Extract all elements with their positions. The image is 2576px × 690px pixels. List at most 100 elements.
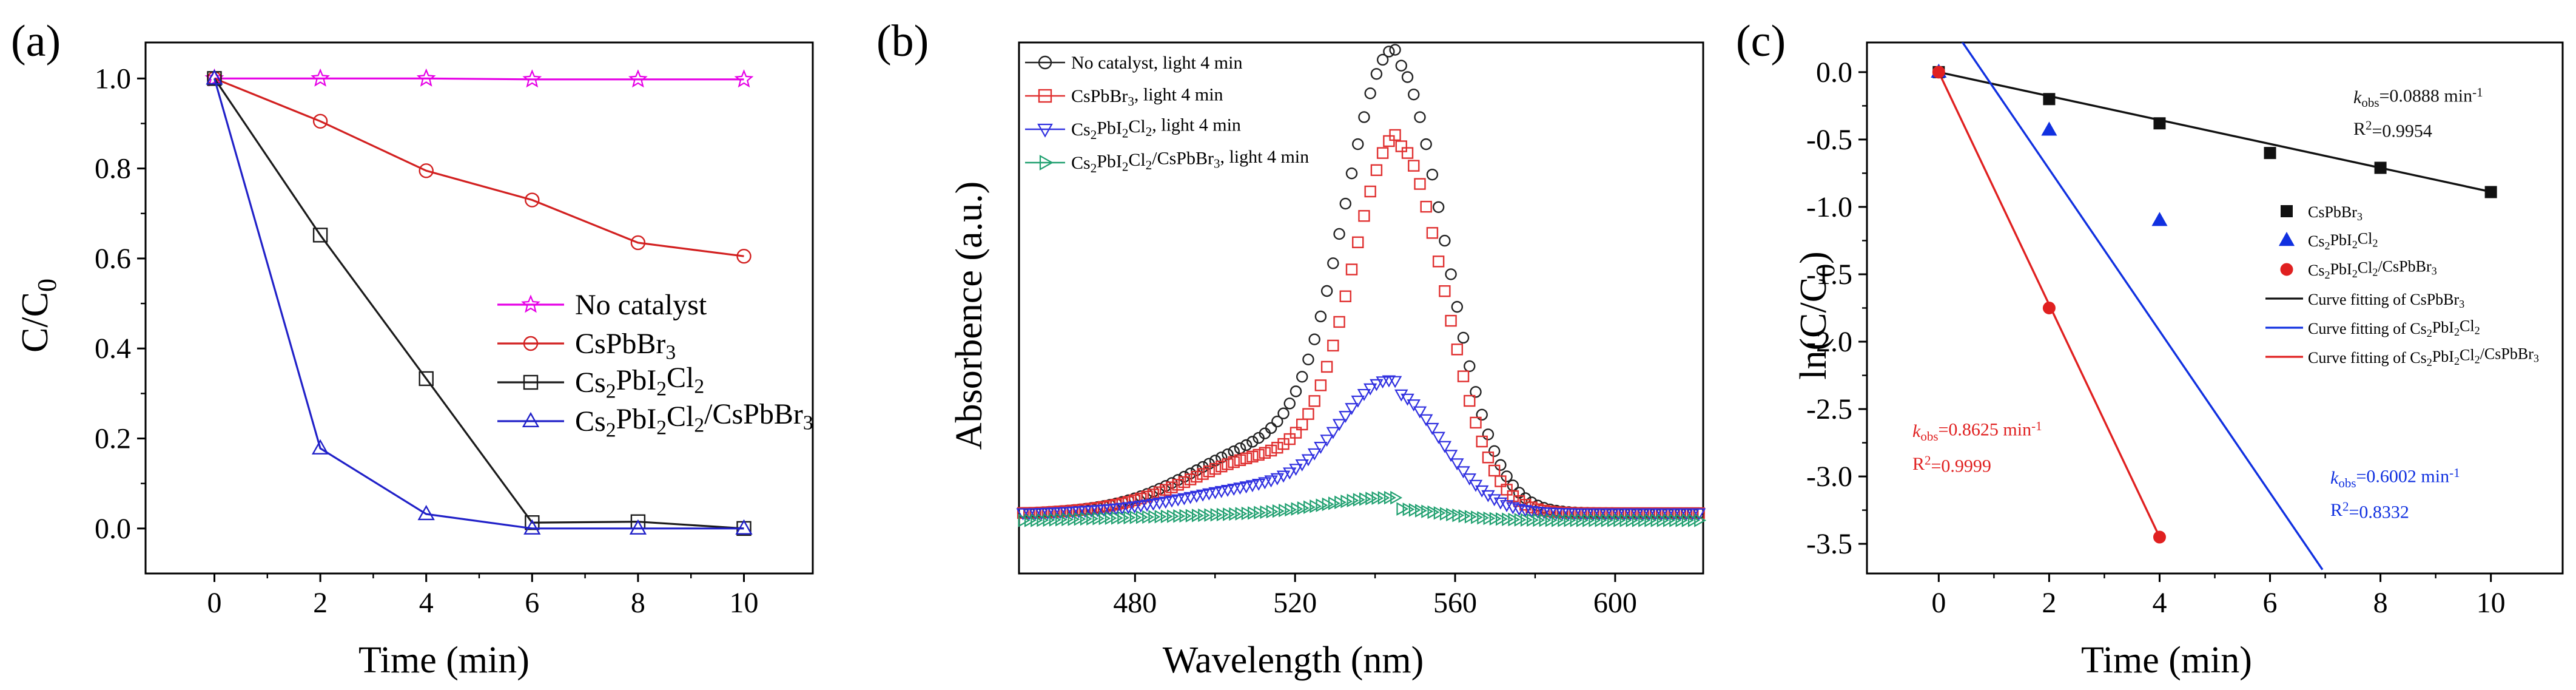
- panel-c: (c) ln(C/C0) Time (min) 0 2 4 6 8 10 0.0 -0.5 -1…: [1736, 16, 2564, 681]
- panel-b-data-point: [1370, 164, 1383, 177]
- panel-b-data-point: [1265, 422, 1277, 435]
- panel-a-y-tick-label: 0.0: [95, 513, 131, 545]
- panel-b-data-point: [1198, 508, 1211, 523]
- panel-b-data-point: [1105, 511, 1117, 526]
- panel-b-data-point: [1425, 422, 1439, 435]
- panel-b-data-point: [1445, 314, 1457, 327]
- panel-b-data-point: [1545, 513, 1558, 527]
- panel-b-plot-frame: [1018, 41, 1704, 575]
- panel-b-data-point: [1165, 495, 1179, 508]
- panel-a-data-point: [311, 439, 329, 455]
- panel-b-data-point: [1340, 494, 1353, 509]
- panel-c-r2-annotation: R2=0.9954: [2353, 118, 2432, 141]
- panel-a-data-point: [736, 249, 752, 264]
- panel-a-series-line: [214, 77, 744, 81]
- panel-b-data-point: [1476, 435, 1488, 448]
- panel-b-data-point: [1502, 512, 1515, 526]
- panel-b-data-point: [1471, 510, 1484, 524]
- panel-c-legend-label: Curve fitting of Cs2PbI2Cl2/CsPbBr3: [2308, 345, 2539, 368]
- panel-b-data-point: [1538, 504, 1550, 517]
- panel-b-data-point: [1552, 513, 1564, 527]
- panel-b-data-point: [1456, 466, 1470, 479]
- panel-c-x-axis-label: Time (min): [2081, 640, 2252, 681]
- panel-b-data-point: [1091, 505, 1105, 518]
- panel-b-data-point: [1297, 501, 1310, 515]
- panel-a-x-tick-label: 0: [207, 587, 221, 619]
- panel-b-data-point: [1519, 492, 1532, 504]
- panel-c-x-tick-label: 8: [2373, 587, 2388, 619]
- panel-b-data-point: [1421, 504, 1434, 518]
- panel-b-data-point: [1204, 508, 1217, 522]
- panel-b-data-point: [1638, 513, 1651, 527]
- panel-b-legend-label: Cs2PbI2Cl2, light 4 min: [1071, 115, 1241, 141]
- panel-b-data-point: [1302, 408, 1314, 420]
- panel-b-data-point: [1450, 458, 1464, 471]
- panel-b-data-point: [1619, 513, 1632, 527]
- panel-a-legend-label: Cs2PbI2Cl2/CsPbBr3: [575, 398, 813, 442]
- panel-a-data-point: [419, 371, 434, 387]
- panel-b-data-point: [1656, 513, 1669, 527]
- panel-b-data-point: [1669, 513, 1682, 527]
- panel-b-data-point: [1451, 300, 1464, 313]
- panel-b-data-point: [1135, 492, 1147, 505]
- panel-b-data-point: [1457, 370, 1470, 382]
- panel-b-data-point: [1419, 414, 1433, 427]
- panel-a-data-point: [419, 163, 434, 178]
- panel-b-y-axis-label: Absorbence (a.u.): [949, 181, 990, 450]
- panel-b-data-point: [1451, 343, 1464, 356]
- panel-b-data-point: [1482, 452, 1495, 464]
- panel-a-legend-marker: [522, 411, 540, 427]
- panel-b-data-point: [1260, 505, 1273, 519]
- panel-b-data-point: [1283, 433, 1296, 445]
- panel-b-data-point: [1092, 512, 1105, 526]
- panel-b-data-point: [1228, 456, 1240, 468]
- panel-b-data-point: [1167, 509, 1179, 523]
- panel-b-data-point: [1229, 507, 1242, 521]
- panel-c-data-point: [2151, 212, 2168, 226]
- panel-a-data-point: [416, 68, 436, 87]
- panel-b-data-point: [1458, 509, 1471, 523]
- panel-b-data-point: [1539, 513, 1552, 527]
- panel-b-data-point: [1141, 490, 1153, 502]
- panel-c-legend-label: Curve fitting of Cs2PbI2Cl2: [2308, 317, 2480, 339]
- panel-b-data-point: [1154, 510, 1167, 524]
- panel-b-data-point: [1103, 504, 1117, 516]
- panel-b-data-point: [1109, 503, 1123, 516]
- panel-b-data-point: [1226, 484, 1241, 496]
- panel-b-data-point: [1414, 178, 1426, 190]
- panel-a-y-tick-label: 1.0: [95, 63, 131, 95]
- panel-a-label: (a): [11, 16, 61, 66]
- panel-b-data-point: [1345, 167, 1358, 180]
- panel-b-data-point: [1196, 489, 1210, 502]
- panel-a-data-point: [311, 68, 331, 87]
- panel-b-data-point: [1358, 111, 1370, 123]
- panel-c-kobs-annotation: kobs=0.6002 min-1: [2330, 465, 2460, 490]
- panel-b-data-point: [1128, 494, 1141, 507]
- panel-b-data-point: [1189, 490, 1204, 503]
- panel-a-x-tick-label: 2: [313, 587, 328, 619]
- panel-b-x-tick-label: 560: [1433, 587, 1477, 619]
- panel-b-data-point: [1481, 490, 1495, 502]
- panel-b-data-point: [1061, 512, 1074, 527]
- panel-b-data-point: [1395, 140, 1407, 152]
- panel-b-data-point: [1314, 379, 1327, 391]
- panel-b-data-point: [1446, 507, 1459, 522]
- panel-b-data-point: [1296, 371, 1308, 383]
- panel-b-data-point: [1376, 376, 1390, 389]
- panel-b-data-point: [1248, 506, 1260, 520]
- panel-c-y-tick-label: -0.5: [1806, 124, 1852, 156]
- panel-b-data-point: [1191, 509, 1204, 523]
- panel-b-data-point: [1031, 513, 1043, 527]
- panel-b-data-point: [1055, 513, 1068, 527]
- panel-c-legend-label: Cs2PbI2Cl2: [2308, 230, 2378, 252]
- panel-b-data-point: [1259, 447, 1271, 459]
- panel-b-data-point: [1558, 513, 1570, 527]
- panel-c-legend-marker: [2280, 263, 2293, 276]
- panel-c-data-point: [2264, 147, 2276, 160]
- panel-a-y-axis-label: C/C0: [15, 279, 62, 353]
- panel-b-data-point: [1246, 450, 1259, 463]
- panel-b-data-point: [1470, 386, 1482, 398]
- panel-b-data-point: [1389, 44, 1401, 56]
- panel-b-data-point: [1489, 512, 1502, 526]
